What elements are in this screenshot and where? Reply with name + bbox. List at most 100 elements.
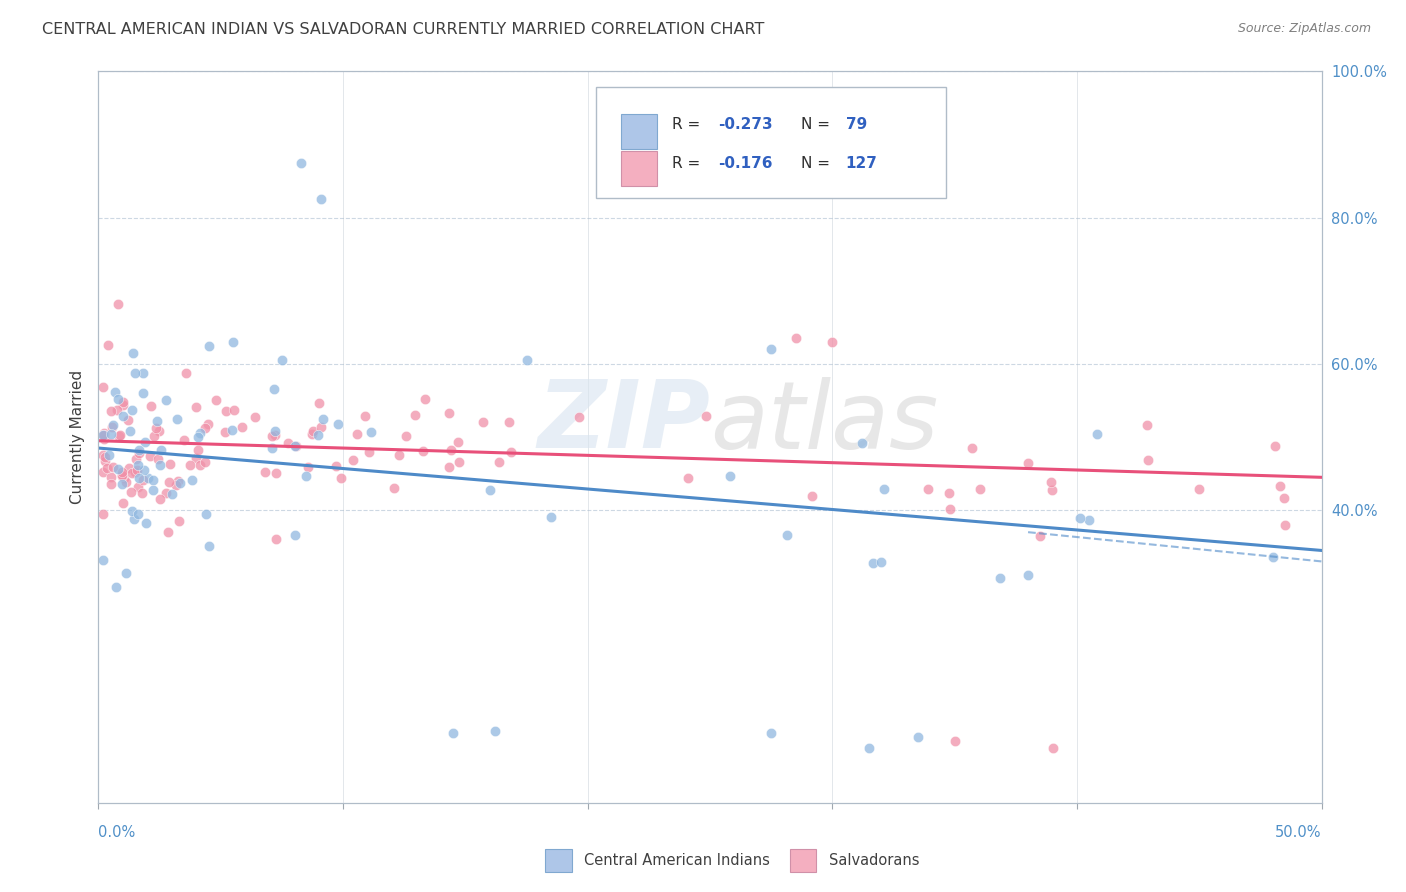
Point — [101, 417, 124, 432]
Point — [148, 424, 170, 438]
Point — [111, 398, 134, 412]
Point — [91, 507, 114, 521]
Point — [131, 366, 153, 380]
Point — [1136, 417, 1159, 432]
Point — [188, 426, 211, 441]
Point — [120, 425, 142, 439]
Point — [121, 345, 143, 359]
Point — [263, 382, 285, 396]
Point — [155, 393, 177, 408]
Text: N =: N = — [800, 117, 834, 132]
Point — [197, 539, 219, 553]
Point — [938, 485, 960, 500]
Point — [179, 458, 201, 473]
Point — [478, 483, 501, 497]
Point — [718, 469, 741, 483]
Text: Central American Indians: Central American Indians — [583, 853, 770, 868]
Point — [412, 444, 434, 458]
Point — [284, 439, 307, 453]
Point — [284, 527, 307, 541]
Point — [312, 412, 335, 426]
Point — [907, 730, 929, 744]
Point — [308, 428, 330, 442]
Point — [128, 445, 150, 459]
Point — [197, 417, 219, 431]
Text: N =: N = — [800, 156, 834, 171]
Point — [484, 724, 506, 739]
Point — [112, 471, 135, 485]
Point — [111, 394, 134, 409]
Point — [253, 465, 276, 479]
Point — [270, 353, 294, 368]
Point — [943, 733, 966, 747]
Point — [135, 516, 157, 530]
Point — [136, 471, 159, 485]
Text: 127: 127 — [846, 156, 877, 171]
Point — [266, 467, 288, 481]
Point — [134, 434, 156, 449]
Point — [91, 428, 114, 442]
Point — [676, 471, 699, 485]
Point — [277, 436, 299, 450]
Point — [131, 486, 153, 500]
Point — [166, 412, 188, 426]
Point — [127, 462, 149, 476]
Point — [498, 415, 520, 429]
Point — [858, 740, 880, 755]
Point — [112, 496, 135, 510]
Point — [107, 462, 129, 476]
Point — [93, 428, 115, 442]
Point — [568, 410, 591, 425]
Point — [122, 511, 145, 525]
Point — [308, 396, 330, 410]
Point — [91, 428, 114, 442]
Point — [1017, 457, 1039, 471]
Point — [1136, 453, 1159, 467]
Point — [97, 338, 120, 352]
Point — [120, 484, 142, 499]
Point — [159, 457, 181, 471]
Point — [132, 473, 155, 487]
Text: ZIP: ZIP — [537, 376, 710, 468]
Point — [145, 421, 167, 435]
Point — [100, 469, 122, 483]
Point — [540, 510, 562, 524]
Point — [785, 331, 807, 345]
Point — [873, 482, 896, 496]
Point — [800, 489, 823, 503]
Point — [94, 450, 117, 464]
Point — [173, 433, 195, 447]
Text: atlas: atlas — [710, 377, 938, 468]
Point — [169, 475, 191, 490]
FancyBboxPatch shape — [790, 849, 817, 872]
Point — [101, 420, 124, 434]
Point — [149, 492, 172, 507]
Point — [100, 477, 122, 491]
Text: R =: R = — [672, 117, 706, 132]
Point — [194, 454, 217, 468]
Point — [821, 334, 844, 349]
FancyBboxPatch shape — [596, 87, 946, 198]
Point — [132, 463, 155, 477]
Point — [222, 334, 245, 349]
Point — [124, 366, 146, 380]
Point — [105, 402, 128, 417]
Point — [149, 443, 172, 458]
Point — [146, 414, 169, 428]
Point — [330, 471, 353, 485]
Point — [100, 403, 122, 417]
Point — [166, 474, 188, 488]
Point — [1274, 518, 1296, 533]
Point — [111, 469, 134, 483]
Point — [121, 504, 143, 518]
Point — [938, 502, 960, 516]
Point — [360, 425, 382, 439]
Point — [139, 400, 162, 414]
Text: -0.176: -0.176 — [718, 156, 773, 171]
Point — [870, 554, 893, 568]
Point — [263, 427, 285, 442]
Point — [149, 458, 172, 472]
Text: R =: R = — [672, 156, 706, 171]
FancyBboxPatch shape — [620, 114, 658, 149]
Point — [184, 400, 207, 414]
